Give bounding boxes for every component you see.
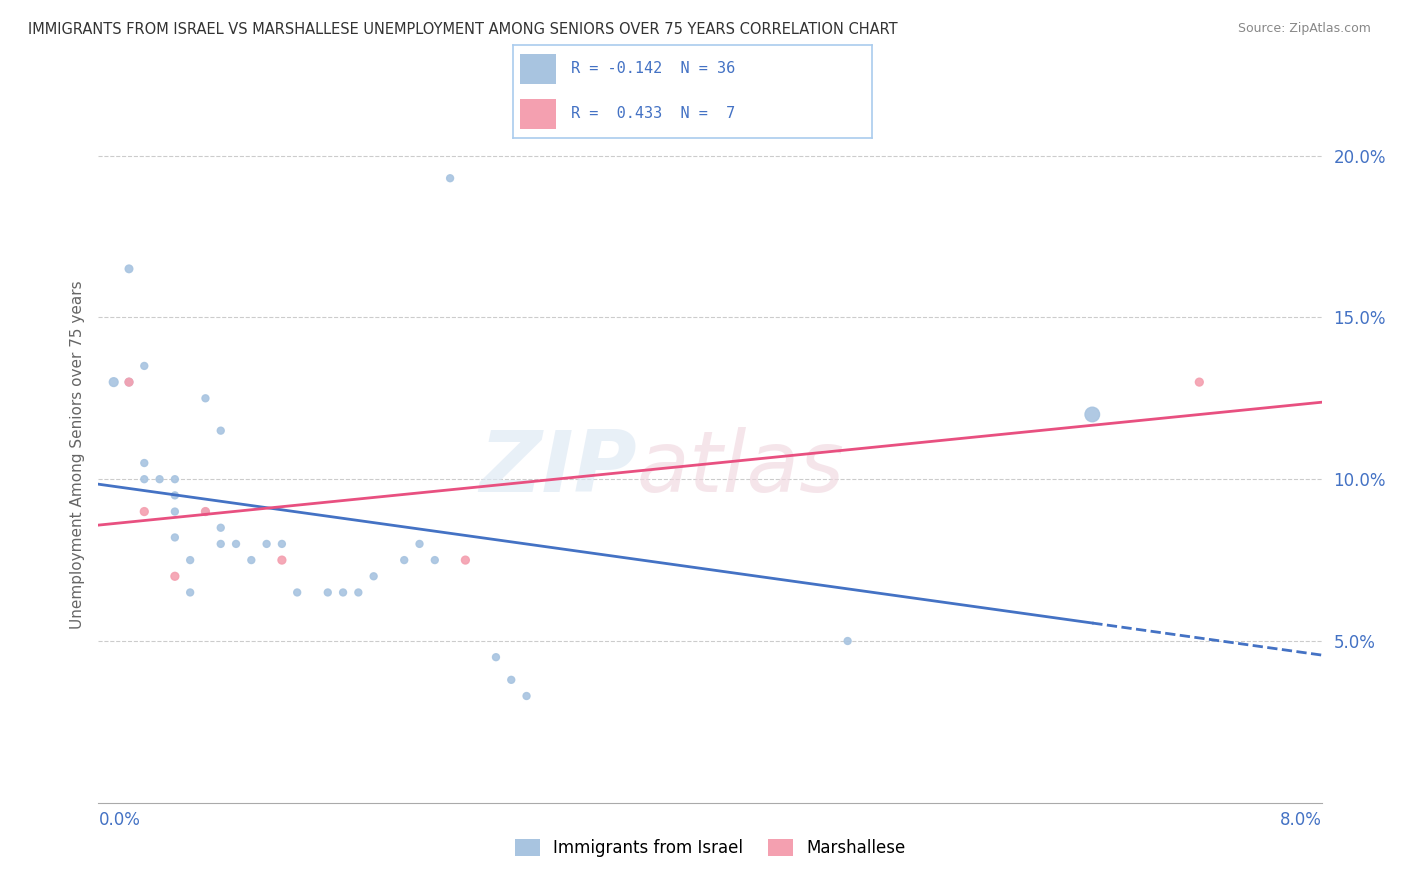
- Y-axis label: Unemployment Among Seniors over 75 years: Unemployment Among Seniors over 75 years: [69, 281, 84, 629]
- Text: IMMIGRANTS FROM ISRAEL VS MARSHALLESE UNEMPLOYMENT AMONG SENIORS OVER 75 YEARS C: IMMIGRANTS FROM ISRAEL VS MARSHALLESE UN…: [28, 22, 898, 37]
- Point: [1081, 408, 1104, 422]
- Point: [270, 553, 294, 567]
- Point: [194, 504, 217, 518]
- Point: [256, 537, 278, 551]
- Point: [501, 673, 523, 687]
- Point: [118, 375, 141, 389]
- Point: [837, 634, 859, 648]
- Point: [347, 585, 370, 599]
- Point: [118, 261, 141, 276]
- Point: [163, 488, 186, 502]
- Text: Source: ZipAtlas.com: Source: ZipAtlas.com: [1237, 22, 1371, 36]
- Point: [179, 553, 201, 567]
- Point: [392, 553, 416, 567]
- Point: [454, 553, 477, 567]
- Point: [240, 553, 263, 567]
- Point: [439, 171, 461, 186]
- Point: [179, 585, 201, 599]
- Point: [423, 553, 446, 567]
- Point: [1188, 375, 1211, 389]
- Point: [194, 392, 217, 406]
- Point: [134, 456, 156, 470]
- Point: [134, 359, 156, 373]
- Point: [103, 375, 125, 389]
- Point: [134, 504, 156, 518]
- Point: [149, 472, 172, 486]
- Point: [209, 537, 232, 551]
- Point: [485, 650, 508, 665]
- Point: [270, 537, 294, 551]
- Text: atlas: atlas: [637, 427, 845, 510]
- Point: [363, 569, 385, 583]
- Text: 0.0%: 0.0%: [98, 811, 141, 829]
- Point: [209, 521, 232, 535]
- Point: [163, 531, 186, 545]
- Point: [408, 537, 430, 551]
- Text: ZIP: ZIP: [479, 427, 637, 510]
- Point: [516, 689, 538, 703]
- Bar: [520, 54, 557, 84]
- Point: [163, 472, 186, 486]
- Point: [316, 585, 339, 599]
- Text: R = -0.142  N = 36: R = -0.142 N = 36: [571, 62, 735, 77]
- Bar: [520, 99, 557, 129]
- Legend: Immigrants from Israel, Marshallese: Immigrants from Israel, Marshallese: [508, 832, 912, 864]
- Point: [332, 585, 354, 599]
- Point: [118, 375, 141, 389]
- Point: [285, 585, 308, 599]
- Point: [209, 424, 232, 438]
- Point: [134, 472, 156, 486]
- Point: [163, 504, 186, 518]
- Text: 8.0%: 8.0%: [1279, 811, 1322, 829]
- Point: [163, 569, 186, 583]
- Text: R =  0.433  N =  7: R = 0.433 N = 7: [571, 106, 735, 121]
- Point: [194, 504, 217, 518]
- Point: [225, 537, 247, 551]
